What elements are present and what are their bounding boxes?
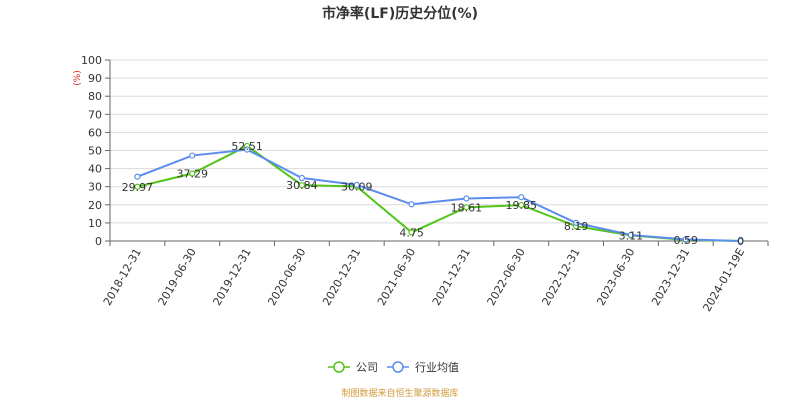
y-tick-label: 30 [88,181,102,194]
x-tick-label: 2021-12-31 [430,246,473,308]
chart-title: 市净率(LF)历史分位(%) [322,5,478,22]
data-label: 37.29 [177,168,209,181]
y-axis-unit: (%) [73,70,83,86]
x-tick-label: 2023-12-31 [649,246,692,308]
legend-label: 行业均值 [415,361,459,374]
x-tick-label: 2019-12-31 [210,246,253,308]
data-label: 30.84 [286,179,318,192]
data-point [518,201,525,209]
data-point [189,152,196,159]
y-tick-label: 0 [95,235,102,248]
data-label: 4.75 [399,226,424,239]
data-point [353,181,360,188]
x-tick-label: 2019-06-30 [156,246,199,308]
data-label: 30.09 [341,181,373,194]
data-labels: 29.97 37.29 52.51 30.84 30.09 4.75 18.61 19.85 8… [122,140,744,248]
data-label: 0 [737,235,744,248]
series-line-0 [137,144,741,242]
y-tick-label: 60 [88,126,102,139]
y-tick-label: 100 [81,54,102,67]
data-point [134,173,141,180]
data-point [737,237,744,245]
data-point [682,236,689,243]
x-tick-label: 2022-06-30 [485,246,528,308]
data-label: 18.61 [451,201,483,214]
y-tick-label: 20 [88,199,102,212]
x-tick-label: 2021-06-30 [375,246,418,308]
data-point [189,170,196,177]
legend-marker [333,361,345,373]
data-label: 0.59 [674,234,699,247]
data-point [463,195,470,202]
y-tick-label: 80 [88,90,102,103]
series-lines [134,142,744,245]
x-tick-label: 2024-01-19E [700,246,747,314]
x-tick-label: 2020-06-30 [265,246,308,308]
legend: 公司 行业均值 [328,361,459,374]
data-label: 3.11 [619,229,644,242]
data-point [572,219,580,226]
data-point [134,183,141,190]
x-tick-label: 2020-12-31 [320,246,363,308]
data-point [408,229,415,236]
data-point [463,204,470,211]
x-tick-label: 2018-12-31 [101,246,144,308]
y-tick-label: 40 [88,163,102,176]
x-tick-label: 2022-12-31 [539,246,582,308]
series-line-1 [137,148,741,242]
y-tick-label: 50 [88,145,102,158]
y-tick-label: 10 [88,217,102,230]
data-point [298,174,306,182]
data-label: 29.97 [122,181,154,194]
data-point [518,194,525,201]
source-note: 制图数据来自恒生聚源数据库 [341,387,458,399]
data-point [408,201,415,208]
y-axis-ticks: 0 10 20 30 40 50 60 70 80 90 100 [81,54,110,248]
legend-label: 公司 [356,361,378,374]
data-label: 19.85 [506,199,538,212]
x-tick-label: 2023-06-30 [594,246,637,308]
data-point [627,231,635,239]
data-point [243,146,251,153]
y-tick-label: 90 [88,72,102,85]
legend-marker [392,361,404,373]
data-point [298,182,306,189]
data-label: 8.19 [564,220,589,233]
data-label: 52.51 [231,140,263,153]
grid-lines [110,59,768,242]
y-tick-label: 70 [88,108,102,121]
